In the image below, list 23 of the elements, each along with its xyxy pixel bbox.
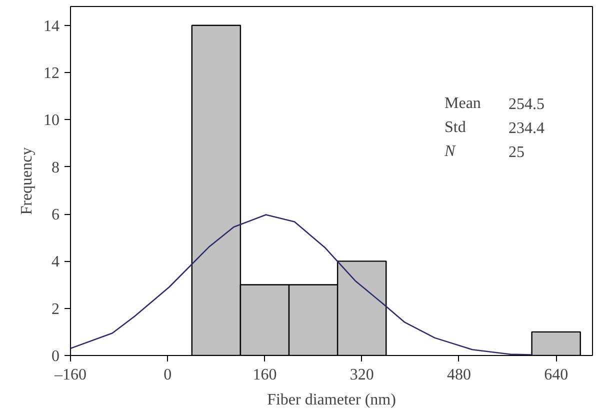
line-series <box>70 214 532 356</box>
y-tick-label: 14 <box>44 18 60 35</box>
y-tick-label: 4 <box>52 254 60 271</box>
y-tick-label: 10 <box>44 112 60 130</box>
annotation: N <box>444 143 456 160</box>
annotation: 25 <box>508 144 524 161</box>
x-tick-label: 640 <box>544 366 568 384</box>
y-axis-title: Frequency <box>18 147 36 215</box>
y-tick-label: 2 <box>52 300 60 318</box>
x-tick-label: 160 <box>252 366 277 384</box>
x-tick-label: 480 <box>446 366 471 384</box>
y-tick-label: 0 <box>52 348 60 365</box>
y-tick-label: 6 <box>52 206 60 224</box>
x-tick-label: –160 <box>54 366 86 384</box>
annotation: 254.5 <box>508 96 544 113</box>
y-tick-label: 12 <box>44 65 60 82</box>
x-tick-label: 0 <box>164 366 172 384</box>
x-tick-label: 320 <box>350 366 374 384</box>
annotation: 234.4 <box>508 120 544 137</box>
y-tick-label: 8 <box>52 159 60 176</box>
annotation: Std <box>444 119 466 136</box>
x-axis-title: Fiber diameter (nm) <box>267 392 396 408</box>
annotation: Mean <box>444 95 481 112</box>
